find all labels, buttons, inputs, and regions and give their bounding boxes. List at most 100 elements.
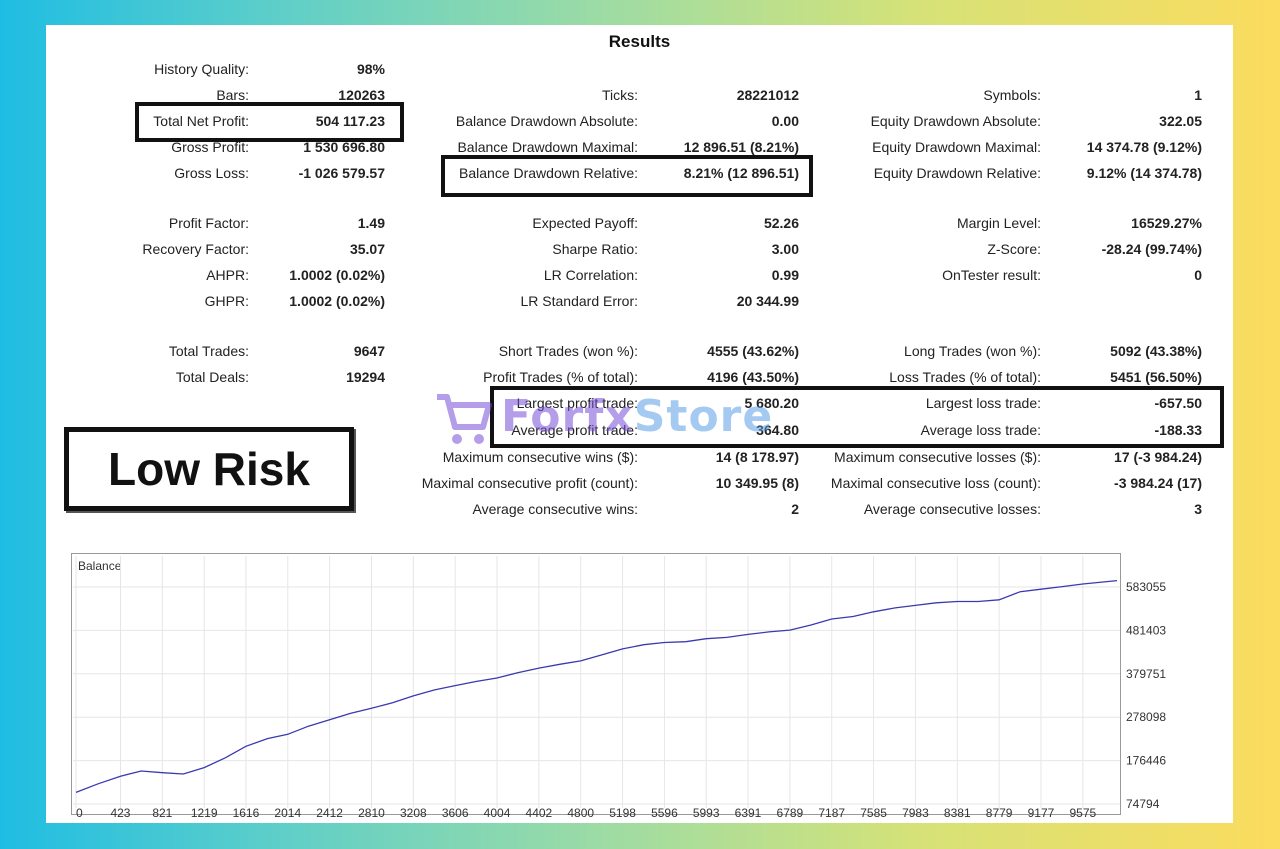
stat-label: Symbols: [983, 87, 1041, 103]
stat-row: GHPR: 1.0002 (0.02%) [46, 293, 1233, 313]
x-tick-label: 5993 [693, 806, 720, 820]
x-tick-label: 3606 [442, 806, 469, 820]
stat-label: Total Net Profit: [153, 113, 249, 129]
stat-value: 14 (8 178.97) [715, 449, 799, 465]
results-panel: Results History Quality: 98% Bars: 120263 To… [46, 25, 1233, 823]
stat-value: -3 984.24 (17) [1114, 475, 1202, 491]
x-tick-label: 5198 [609, 806, 636, 820]
stat-row: Maximal consecutive loss (count): -3 984.… [46, 475, 1233, 495]
stat-label: OnTester result: [942, 267, 1041, 283]
y-tick-label: 74794 [1126, 797, 1160, 811]
x-tick-label: 2412 [316, 806, 343, 820]
y-tick-label: 583055 [1126, 580, 1166, 594]
stat-value: 120263 [338, 87, 385, 103]
stat-value: 12 896.51 (8.21%) [683, 139, 799, 155]
stat-label: Balance Drawdown Relative: [459, 165, 638, 181]
stat-label: Average loss trade: [920, 422, 1041, 438]
stat-value: 16529.27% [1131, 215, 1202, 231]
stat-row: Largest profit trade: 5 680.20 [46, 395, 1233, 415]
stat-label: Maximum consecutive losses ($): [834, 449, 1041, 465]
stat-row: Loss Trades (% of total): 5451 (56.50%) [46, 369, 1233, 389]
stat-label: Equity Drawdown Maximal: [872, 139, 1041, 155]
stat-value: 4555 (43.62%) [707, 343, 799, 359]
stat-row: Expected Payoff: 52.26 [46, 215, 1233, 235]
x-tick-label: 7187 [818, 806, 845, 820]
stat-label: Long Trades (won %): [904, 343, 1041, 359]
stat-label: Expected Payoff: [532, 215, 638, 231]
stat-value: 20 344.99 [736, 293, 799, 309]
stat-value: 5 680.20 [744, 395, 800, 411]
stat-label: Equity Drawdown Relative: [873, 165, 1041, 181]
y-tick-label: 278098 [1126, 710, 1166, 724]
stat-row: Equity Drawdown Relative: 9.12% (14 374.7… [46, 165, 1233, 185]
stat-row: Balance Drawdown Absolute: 0.00 [46, 113, 1233, 133]
stat-row: LR Correlation: 0.99 [46, 267, 1233, 287]
stat-value: 322.05 [1159, 113, 1202, 129]
stat-label: GHPR: [204, 293, 249, 309]
x-tick-label: 4004 [484, 806, 511, 820]
stat-value: 3 [1194, 501, 1202, 517]
x-tick-label: 1219 [191, 806, 218, 820]
stat-label: Maximal consecutive loss (count): [830, 475, 1041, 491]
x-tick-label: 9575 [1069, 806, 1096, 820]
stat-value: 35.07 [349, 241, 385, 257]
stat-value: 0.99 [771, 267, 799, 283]
stat-label: Gross Profit: [171, 139, 249, 155]
stat-label: Loss Trades (% of total): [889, 369, 1041, 385]
stat-row: Profit Factor: 1.49 [46, 215, 1233, 235]
stat-value: -1 026 579.57 [298, 165, 385, 181]
x-tick-label: 8779 [986, 806, 1013, 820]
x-tick-label: 3208 [400, 806, 427, 820]
balance-chart-svg: 0 423 821 1219 1616 2014 2412 2810 3208 3606 4004 4… [73, 556, 1166, 820]
x-tick-label: 6391 [735, 806, 762, 820]
x-tick-label: 4402 [526, 806, 553, 820]
x-tick-label: 5596 [651, 806, 678, 820]
stat-label: LR Correlation: [543, 267, 638, 283]
stat-label: History Quality: [154, 61, 249, 77]
stat-label: Equity Drawdown Absolute: [870, 113, 1041, 129]
stat-value: 3.00 [771, 241, 799, 257]
stat-row: Profit Trades (% of total): 4196 (43.50%) [46, 369, 1233, 389]
chart-title: Balance [78, 559, 122, 573]
x-tick-label: 423 [110, 806, 130, 820]
stat-label: LR Standard Error: [520, 293, 639, 309]
stat-label: Total Deals: [175, 369, 249, 385]
stat-label: Total Trades: [168, 343, 249, 359]
stat-value: 1 [1194, 87, 1202, 103]
stat-row: Recovery Factor: 35.07 [46, 241, 1233, 261]
stat-value: 19294 [346, 369, 385, 385]
stat-row: Z-Score: -28.24 (99.74%) [46, 241, 1233, 261]
stat-row: Balance Drawdown Maximal: 12 896.51 (8.21… [46, 139, 1233, 159]
x-tick-label: 7983 [902, 806, 929, 820]
stat-row: Gross Profit: 1 530 696.80 [46, 139, 1233, 159]
stat-value: 98% [356, 61, 385, 77]
stat-row: Average consecutive losses: 3 [46, 501, 1233, 521]
x-tick-label: 1616 [233, 806, 260, 820]
balance-line [75, 579, 1118, 794]
x-tick-label: 4800 [567, 806, 594, 820]
stat-value: 5451 (56.50%) [1110, 369, 1202, 385]
stat-label: Gross Loss: [174, 165, 249, 181]
stat-value: 9647 [353, 343, 385, 359]
stat-label: Average consecutive wins: [472, 501, 639, 517]
stat-label: Recovery Factor: [142, 241, 249, 257]
stat-label: Average consecutive losses: [863, 501, 1041, 517]
stat-value: -28.24 (99.74%) [1101, 241, 1202, 257]
stat-label: Average profit trade: [511, 422, 638, 438]
stat-label: Bars: [216, 87, 249, 103]
highlight-largest-average-trades [490, 386, 1224, 448]
stat-row: Average profit trade: 364.80 [46, 422, 1233, 442]
stat-row: Sharpe Ratio: 3.00 [46, 241, 1233, 261]
stat-row: Margin Level: 16529.27% [46, 215, 1233, 235]
results-title: Results [608, 32, 671, 51]
x-tick-label: 2810 [358, 806, 385, 820]
highlight-balance-drawdown-relative [441, 155, 813, 197]
stat-value: 2 [791, 501, 799, 517]
stat-value: 8.21% (12 896.51) [683, 165, 799, 181]
stat-label: Maximal consecutive profit (count): [421, 475, 638, 491]
stat-value: 364.80 [756, 422, 799, 438]
stat-label: Short Trades (won %): [498, 343, 638, 359]
x-tick-label: 821 [152, 806, 172, 820]
stat-label: Profit Trades (% of total): [483, 369, 638, 385]
stat-label: AHPR: [206, 267, 249, 283]
